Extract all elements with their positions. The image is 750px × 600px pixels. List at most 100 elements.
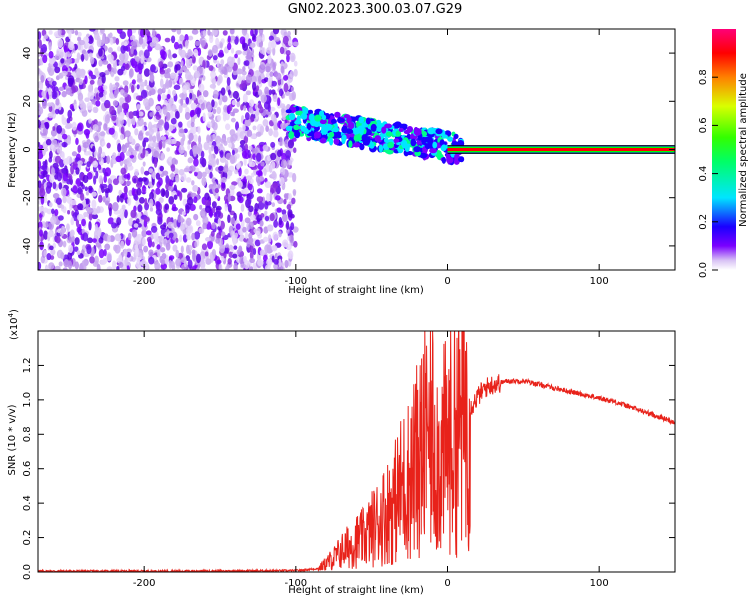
heat-cell [164, 189, 170, 199]
heat-cell [261, 33, 265, 42]
heat-cell [161, 93, 167, 101]
heat-cell [259, 46, 265, 54]
heat-cell [54, 209, 59, 217]
heat-cell [138, 243, 143, 250]
heat-cell [178, 121, 183, 128]
heat-cell [426, 143, 434, 149]
heat-cell [138, 145, 144, 154]
heat-cell [57, 38, 64, 49]
y-tick-label: -40 [22, 238, 33, 254]
heat-cell [185, 97, 190, 105]
heat-cell [38, 206, 44, 212]
heat-cell [133, 223, 139, 228]
heat-cell [175, 110, 180, 119]
heat-cell [181, 187, 188, 193]
heat-cell [200, 267, 207, 270]
heat-cell [150, 225, 158, 233]
heat-cell [93, 175, 97, 185]
heat-cell [47, 112, 54, 119]
heat-cell [98, 237, 104, 244]
heat-cell [328, 131, 335, 138]
heat-cell [219, 150, 224, 158]
heat-cell [183, 259, 187, 268]
heat-cell [137, 117, 144, 127]
heat-cell [154, 261, 161, 270]
heat-cell [63, 44, 68, 53]
heat-cell [245, 175, 253, 181]
heat-cell [168, 255, 175, 260]
heat-cell [175, 257, 182, 267]
heat-cell [162, 106, 168, 115]
snr-frame [37, 330, 676, 573]
heat-cell [74, 58, 80, 64]
heat-cell [119, 193, 124, 203]
heat-cell [211, 201, 217, 209]
heat-cell [240, 104, 244, 111]
heat-cell [52, 126, 56, 131]
heat-cell [66, 51, 71, 58]
heat-cell [281, 239, 289, 248]
heat-cell [237, 146, 243, 153]
heat-cell [109, 91, 115, 99]
heat-cell [259, 249, 266, 256]
heat-cell [196, 171, 203, 180]
heat-cell [52, 193, 60, 199]
heat-cell [94, 223, 99, 232]
heat-cell [41, 43, 48, 54]
heat-cell [262, 144, 269, 152]
heat-cell [108, 207, 112, 217]
heat-cell [126, 161, 133, 167]
heat-cell [329, 137, 334, 146]
heat-cell [262, 119, 269, 127]
heat-cell [286, 203, 292, 210]
heat-cell [169, 124, 176, 130]
heat-cell [166, 102, 172, 112]
heat-cell [89, 56, 95, 65]
heat-cell [137, 177, 144, 182]
heat-cell [203, 141, 210, 151]
heat-cell [274, 36, 281, 42]
heat-cell [190, 102, 197, 111]
heat-cell [288, 193, 292, 201]
heat-cell [131, 29, 137, 34]
heat-cell [346, 115, 352, 124]
heat-cell [47, 66, 52, 74]
heat-cell [155, 113, 162, 120]
heat-cell [229, 184, 236, 190]
y-tick-label: 1.0 [22, 392, 33, 408]
heat-cell [92, 160, 99, 168]
heat-cell [288, 159, 293, 166]
heat-cell [159, 165, 165, 172]
heat-cell [413, 128, 422, 136]
heat-cell [102, 85, 108, 91]
heat-cell [41, 147, 49, 152]
heat-cell [219, 244, 225, 254]
heat-cell [265, 125, 270, 133]
heat-cell [149, 73, 155, 83]
heat-cell [301, 107, 309, 115]
heat-cell [48, 42, 52, 51]
y-tick-label: -20 [22, 190, 33, 206]
heat-cell [152, 37, 159, 44]
heat-cell [178, 47, 183, 56]
heat-cell [131, 187, 135, 197]
heat-cell [249, 266, 254, 270]
x-tick-label: 0 [444, 276, 450, 287]
heat-cell [121, 204, 126, 210]
heat-cell [98, 88, 104, 93]
heat-cell [94, 87, 99, 94]
heat-cell [282, 35, 289, 45]
heat-cell [242, 150, 248, 159]
heat-cell [124, 58, 128, 65]
heat-cell [107, 234, 111, 242]
heat-cell [60, 252, 65, 260]
heat-cell [289, 70, 294, 78]
heat-cell [243, 255, 247, 263]
y-tick-label: 0.2 [22, 530, 33, 546]
heat-cell [441, 144, 447, 151]
heat-cell [185, 52, 190, 59]
heat-cell [143, 121, 147, 127]
heat-cell [122, 192, 128, 201]
heat-cell [119, 111, 125, 117]
heat-cell [96, 227, 102, 237]
